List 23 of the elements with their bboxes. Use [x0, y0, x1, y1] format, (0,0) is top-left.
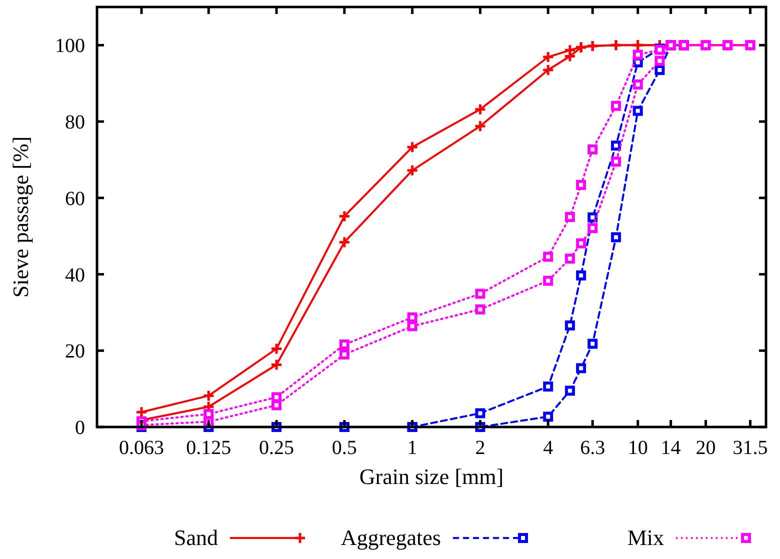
x-tick-label: 0.063 — [118, 437, 164, 459]
x-tick-label: 4 — [543, 437, 554, 459]
x-tick-label: 2 — [475, 437, 486, 459]
x-tick-label: 20 — [696, 437, 716, 459]
x-axis-title: Grain size [mm] — [359, 464, 504, 489]
legend-label: Mix — [627, 525, 664, 550]
y-tick-label: 40 — [65, 264, 85, 286]
x-tick-label: 0.25 — [259, 437, 294, 459]
y-tick-label: 60 — [65, 188, 85, 210]
legend-label: Sand — [174, 525, 218, 550]
x-tick-label: 0.5 — [332, 437, 357, 459]
x-tick-label: 1 — [407, 437, 418, 459]
y-tick-label: 0 — [75, 417, 85, 439]
y-tick-label: 100 — [55, 35, 85, 58]
x-tick-label: 10 — [628, 437, 648, 459]
x-tick-label: 6.3 — [580, 437, 606, 459]
legend-label: Aggregates — [340, 525, 441, 550]
x-tick-label: 0.125 — [186, 437, 232, 459]
y-axis-title: Sieve passage [%] — [8, 136, 33, 298]
y-tick-label: 80 — [65, 112, 85, 134]
y-tick-label: 20 — [65, 340, 85, 363]
x-tick-label: 14 — [660, 437, 681, 459]
x-tick-label: 31.5 — [732, 437, 768, 459]
